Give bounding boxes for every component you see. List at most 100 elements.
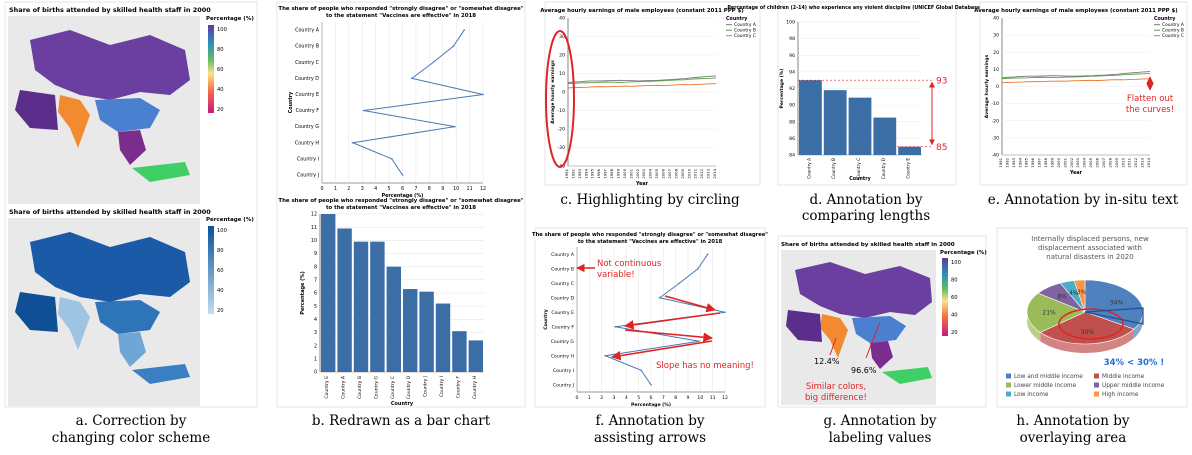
panel-b-line-y-tick-label: Country D [295,76,320,82]
panel-b-line-point [482,93,484,96]
panel-c-x-tick: 2012 [699,168,704,178]
map-top-region-south-asia [58,95,90,148]
panel-b-line-x-tick-7: 7 [414,186,417,192]
panel-a-legend-bar-bottom [208,226,214,314]
panel-e-x-tick: 2012 [1133,157,1138,167]
panel-b-line-y-tick-label: Country B [295,44,319,50]
panel-f-x-tick-7: 7 [662,395,665,401]
panel-f-y-tick-label: Country F [552,324,575,330]
panel-d-y-tick-92: 92 [789,86,795,92]
panel-g-legend-tick-40: 40 [951,313,958,319]
panel-f-arrow-2 [624,312,721,330]
panel-d-y-tick-96: 96 [789,53,795,59]
panel-b-bar-x-label: Country [391,401,414,407]
panel-b-bar-y-tick-7: 7 [314,277,317,283]
panel-b-line-x-tick-2: 2 [347,186,350,192]
panel-h-legend-label-3: Upper middle income [1102,383,1165,389]
panel-b-line-point [463,29,466,31]
panel-b-line-x-tick-3: 3 [361,186,364,192]
panel-a-top-legend-tick-100: 100 [217,27,227,33]
panel-b: The share of people who responded "stron… [276,1,526,429]
panel-b-line-x-label: Percentage (%) [382,193,424,199]
panel-b-line-y-tick-label: Country I [297,156,319,162]
panel-b-bar-x-tick-label: Country E [324,376,330,399]
panel-c-x-tick: 1994 [583,168,588,178]
panel-d-y-tick-94: 94 [789,69,795,75]
panel-e-y-tick-10: 10 [993,67,999,73]
panel-c-legend-label-1: Country B [734,28,756,34]
panel-c-y-tick-0: 0 [562,90,565,96]
panel-e-x-tick: 2008 [1107,157,1112,167]
panel-f-title-line1: The share of people who responded "stron… [532,232,768,238]
panel-f-annot-top-line2: variable! [597,270,635,280]
panel-e-frame [979,1,1188,186]
map-bottom-region-southeast [118,332,146,367]
panel-b-bar-x-tick-label: Country C [390,376,396,399]
panel-c-x-tick: 2010 [686,168,691,178]
panel-e-x-tick: 2011 [1127,157,1132,167]
panel-f-x-tick-4: 4 [625,395,628,401]
map-bottom-region-south-asia [58,297,90,350]
panel-e-series-1 [1001,73,1151,80]
panel-g-legend-tick-60: 60 [951,295,958,301]
panel-e-x-tick: 1999 [1049,157,1054,167]
panel-b-bar-y-tick-10: 10 [311,238,317,244]
panel-d-bar-2 [848,97,872,155]
panel-d-caption-line1: d. Annotation by [809,192,922,208]
map-bottom-region-islands [132,364,190,384]
panel-d-bar-4 [898,146,921,155]
map-bottom-region-north [30,232,190,302]
panel-a-top-legend-tick-80: 80 [217,47,224,53]
panel-h-legend-swatch-3 [1094,382,1099,388]
panel-c-x-tick: 1999 [615,168,620,178]
panel-e-x-tick: 2003 [1075,157,1080,167]
panel-b-bar-y-tick-5: 5 [314,304,317,310]
panel-f-arrows [576,263,721,361]
map-top-region-southeast [118,130,146,165]
panel-a: Share of births attended by skilled heal… [4,1,258,446]
panel-e-x-tick: 1993 [1011,157,1016,167]
panel-f-arrow-4 [611,340,713,361]
panel-h-slice-label-0: 34% [1110,299,1124,306]
panel-c-y-tick-40: 40 [559,16,565,22]
panel-c-highlight-circle [545,30,575,168]
panel-b-line-x-tick-11: 11 [467,186,473,192]
panel-h-legend-swatch-5 [1094,391,1099,397]
panel-a-top-legend-tick-40: 40 [217,87,224,93]
panel-d-bar-0 [799,80,822,155]
panel-e-legend-label-2: Country C [1162,33,1184,39]
panel-d-bar-3 [873,117,897,155]
panel-e-y-tick--10: -10 [991,101,999,107]
panel-d-x-tick-label: Country A [806,158,811,179]
panel-h-slice-label-2: 21% [1042,310,1056,317]
panel-h-legend-label-5: High income [1102,392,1139,398]
panel-f-caption-line2: assisting arrows [594,430,706,446]
panel-b-bar-9 [468,340,483,372]
panel-c-line-chart: Average hourly earnings of male employee… [540,8,756,187]
panel-e-y-tick--40: -40 [991,153,999,159]
panel-c-x-tick: 2008 [673,168,678,178]
panel-a-bottom-legend-tick-100: 100 [217,228,227,234]
panel-c-y-tick-30: 30 [559,34,565,40]
panel-f-x-tick-3: 3 [613,395,616,401]
panel-b-bar-x-tick-label: Country I [439,376,445,397]
panel-b-line-point [352,141,354,144]
panel-f-point [698,340,700,343]
panel-c-x-tick: 1992 [570,168,575,178]
panel-f-point [640,369,642,372]
panel-f-annot-top-line1: Not continuous [597,259,662,269]
panel-c-x-tick: 2004 [648,168,653,178]
panel-e-x-tick: 2000 [1056,157,1061,167]
panel-d-x-label: Country [849,176,871,182]
panel-a-top-legend-tick-20: 20 [217,107,224,113]
panel-d: Percentage of children (2-14) who experi… [727,1,1005,224]
panel-g-legend-bar [942,258,948,336]
panel-e-legend-label-0: Country A [1162,22,1184,28]
panel-b-line-y-tick-label: Country G [295,124,320,130]
panel-b-line-y-tick-label: Country J [297,172,319,178]
panel-e-x-label: Year [1069,170,1083,176]
panel-a-legend-title-top: Percentage (%) [206,16,254,22]
panel-c-x-tick: 1991 [564,168,569,178]
panel-h-legend-label-4: Low income [1014,392,1049,398]
